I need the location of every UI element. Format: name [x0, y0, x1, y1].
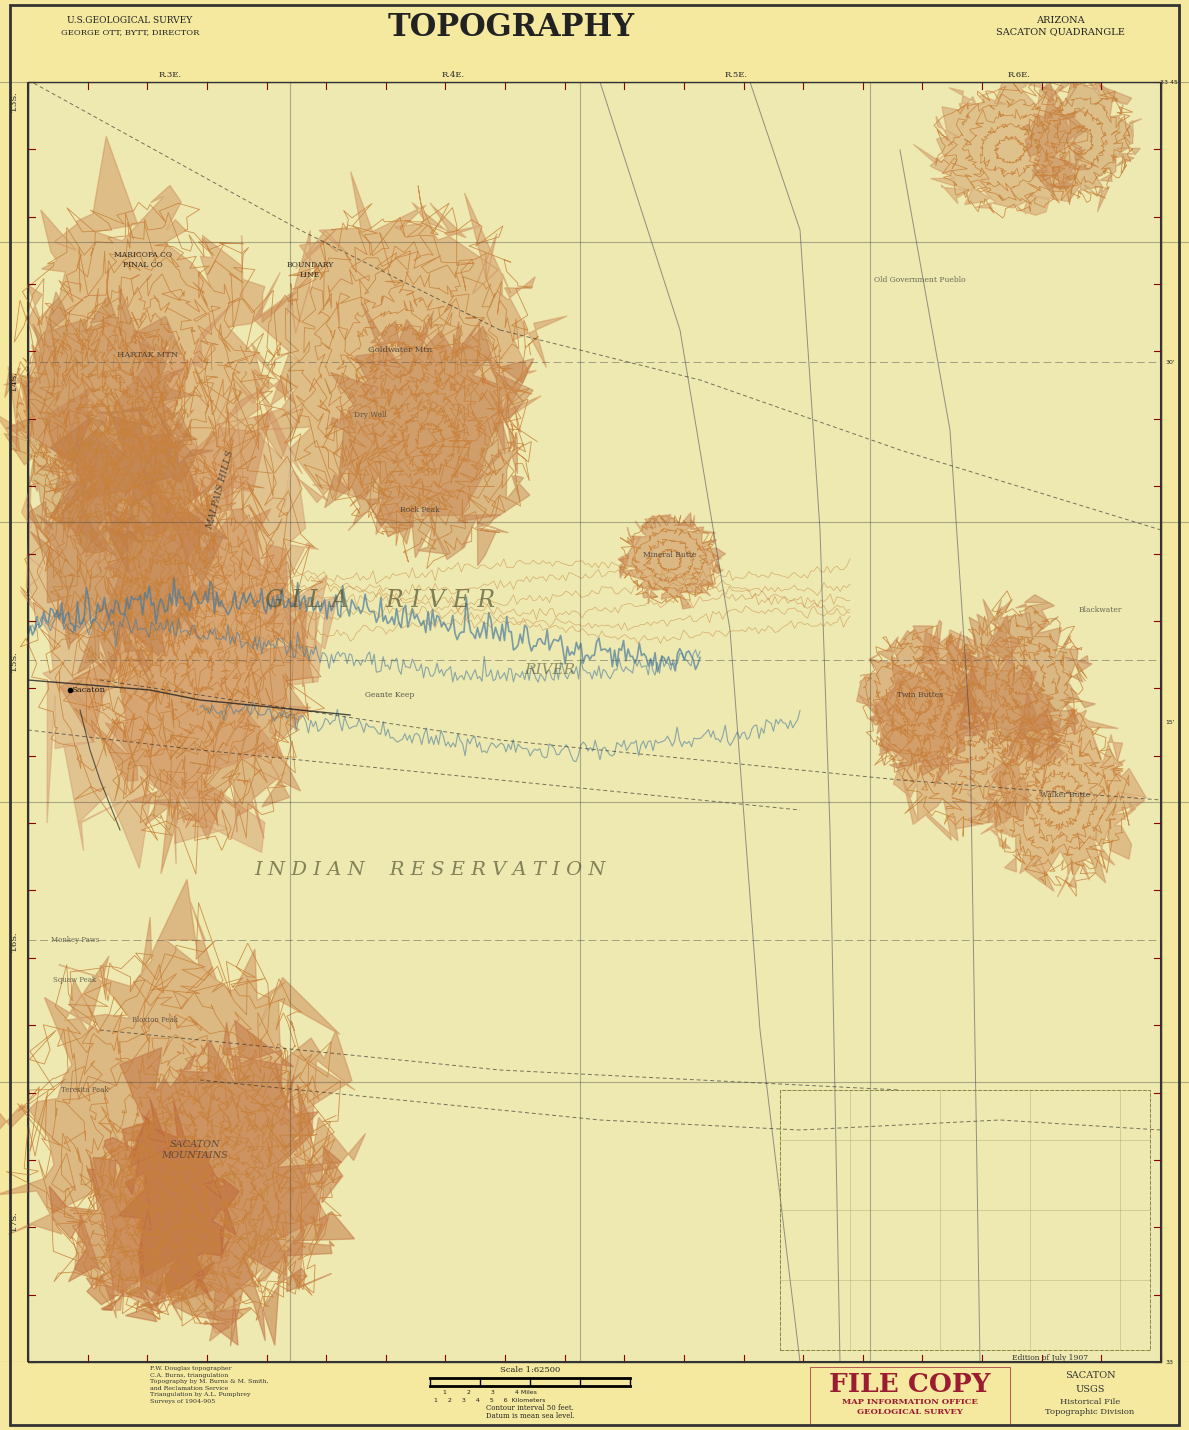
Text: G I L A     R I V E R: G I L A R I V E R [265, 589, 495, 612]
Text: 33: 33 [1166, 1360, 1174, 1364]
Text: Dry Well: Dry Well [353, 410, 386, 419]
Text: Teresita Peak: Teresita Peak [61, 1085, 109, 1094]
Text: Contour interval 50 feet.: Contour interval 50 feet. [486, 1404, 574, 1411]
Text: TOPOGRAPHY: TOPOGRAPHY [388, 11, 635, 43]
Text: Monkey Paws: Monkey Paws [51, 937, 99, 944]
Polygon shape [4, 285, 194, 573]
Text: SACATON
MOUNTAINS: SACATON MOUNTAINS [162, 1140, 228, 1160]
Text: SACATON: SACATON [1064, 1370, 1115, 1380]
Text: Datum is mean sea level.: Datum is mean sea level. [485, 1411, 574, 1420]
Bar [780, 1090, 1150, 1350]
Text: USGS: USGS [1075, 1386, 1105, 1394]
Text: R.3E.: R.3E. [158, 72, 181, 79]
Text: FILE COPY: FILE COPY [829, 1373, 990, 1397]
Text: Squaw Peak: Squaw Peak [54, 977, 96, 984]
Text: R.5E.: R.5E. [724, 72, 748, 79]
Text: Mineral Butte: Mineral Butte [643, 551, 697, 559]
Text: 30': 30' [1165, 359, 1175, 365]
Text: Bloxton Peak: Bloxton Peak [132, 1015, 178, 1024]
Text: Scale 1:62500: Scale 1:62500 [499, 1366, 560, 1374]
Polygon shape [119, 1021, 354, 1346]
Text: Topographic Division: Topographic Division [1045, 1409, 1134, 1416]
Bar [0, 0, 1189, 82]
Polygon shape [913, 72, 1090, 216]
Text: Goldwater Mtn: Goldwater Mtn [367, 346, 432, 355]
Text: Blackwater: Blackwater [1078, 606, 1121, 613]
Polygon shape [49, 1098, 239, 1321]
Text: Geante Keep: Geante Keep [365, 691, 415, 699]
Text: 1          2          3          4 Miles: 1 2 3 4 Miles [443, 1390, 537, 1394]
Bar [0, 1361, 1189, 1430]
Text: Edition of July 1907: Edition of July 1907 [1012, 1354, 1088, 1361]
Text: Twin Buttes: Twin Buttes [897, 691, 943, 699]
Text: R.6E.: R.6E. [1008, 72, 1031, 79]
Text: GEORGE OTT, BYTT, DIRECTOR: GEORGE OTT, BYTT, DIRECTOR [61, 29, 200, 36]
Polygon shape [27, 376, 228, 688]
Polygon shape [618, 512, 725, 609]
Text: T.7S.: T.7S. [11, 1211, 19, 1233]
Bar [810, 1367, 1009, 1426]
Text: Sacaton: Sacaton [71, 686, 105, 694]
Text: T.4S.: T.4S. [11, 372, 19, 392]
Text: 33 45': 33 45' [1160, 80, 1179, 84]
Text: MARICOPA CO
PINAL CO: MARICOPA CO PINAL CO [114, 252, 172, 269]
Bar [29, 82, 1160, 1361]
Polygon shape [1020, 69, 1141, 212]
Text: T.6S.: T.6S. [11, 932, 19, 952]
Text: BOUNDARY
LINE: BOUNDARY LINE [287, 262, 334, 279]
Polygon shape [857, 621, 990, 787]
Text: Old Government Pueblo: Old Government Pueblo [874, 276, 965, 285]
Bar [29, 82, 1160, 1361]
Text: Rock Peak: Rock Peak [401, 506, 440, 513]
Polygon shape [253, 172, 567, 536]
Text: SACATON QUADRANGLE: SACATON QUADRANGLE [995, 27, 1125, 37]
Text: RIVER: RIVER [524, 664, 575, 676]
Text: GEOLOGICAL SURVEY: GEOLOGICAL SURVEY [857, 1409, 963, 1416]
Text: 15': 15' [1165, 719, 1175, 725]
Text: F.W. Douglas topographer
C.A. Burns, triangulation
Topography by M. Burns & M. S: F.W. Douglas topographer C.A. Burns, tri… [150, 1366, 269, 1404]
Text: T.5S.: T.5S. [11, 652, 19, 672]
Text: I N D I A N    R E S E R V A T I O N: I N D I A N R E S E R V A T I O N [254, 861, 605, 879]
Text: HARTAK MTN: HARTAK MTN [118, 350, 178, 359]
Text: ARIZONA: ARIZONA [1036, 16, 1084, 24]
Polygon shape [59, 468, 313, 874]
Text: MAP INFORMATION OFFICE: MAP INFORMATION OFFICE [842, 1399, 977, 1406]
Polygon shape [325, 303, 534, 566]
Text: 1     2     3     4     5     6  Kilometers: 1 2 3 4 5 6 Kilometers [434, 1397, 546, 1403]
Text: MALPAIS HILLS: MALPAIS HILLS [205, 449, 235, 531]
Polygon shape [0, 879, 365, 1341]
Polygon shape [0, 136, 297, 563]
Text: U.S.GEOLOGICAL SURVEY: U.S.GEOLOGICAL SURVEY [68, 16, 193, 24]
Text: T.3S.: T.3S. [11, 92, 19, 113]
Polygon shape [984, 692, 1146, 897]
Polygon shape [951, 595, 1095, 759]
Polygon shape [872, 615, 1068, 841]
Polygon shape [20, 300, 338, 868]
Text: R.4E.: R.4E. [441, 72, 465, 79]
Text: Historical File: Historical File [1059, 1399, 1120, 1406]
Text: Walker Butte: Walker Butte [1040, 791, 1090, 799]
